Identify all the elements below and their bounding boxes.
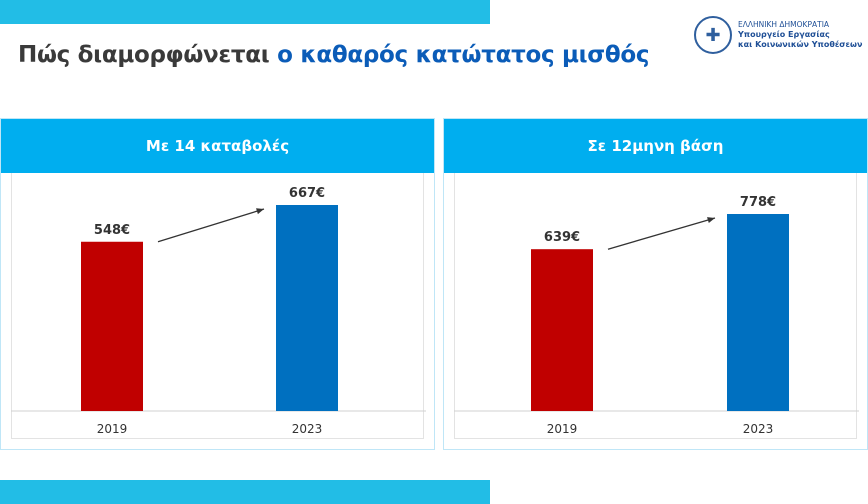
chart-panel-14-payments: Με 14 καταβολές 548€ 2019 667€ 2023 xyxy=(0,118,435,450)
growth-arrow-line xyxy=(607,217,716,250)
bar-chart: 548€ 2019 667€ 2023 xyxy=(11,186,426,436)
ministry-logo: ✚ ΕΛΛΗΝΙΚΗ ΔΗΜΟΚΡΑΤΙΑ Υπουργείο Εργασίας κ… xyxy=(694,16,862,54)
title-part1: Πώς διαμορφώνεται xyxy=(18,42,278,68)
data-label: 778€ xyxy=(740,195,776,210)
data-label: 548€ xyxy=(94,223,130,238)
coat-of-arms-icon: ✚ xyxy=(694,16,732,54)
logo-line1: ΕΛΛΗΝΙΚΗ ΔΗΜΟΚΡΑΤΙΑ xyxy=(738,20,830,29)
chart-title: Σε 12μηνη βάση xyxy=(444,119,867,173)
bar-2019 xyxy=(531,249,593,411)
bar-2023 xyxy=(276,205,338,411)
chart-panel-12-month: Σε 12μηνη βάση 639€ 2019 778€ 2023 xyxy=(443,118,868,450)
x-tick-label: 2023 xyxy=(292,422,323,436)
growth-arrow-line xyxy=(157,208,265,243)
top-accent-bar xyxy=(0,0,490,24)
data-label: 667€ xyxy=(289,186,325,201)
bar-2023 xyxy=(727,214,789,411)
chart-title: Με 14 καταβολές xyxy=(1,119,434,173)
bottom-accent-bar xyxy=(0,480,490,504)
bar-chart: 639€ 2019 778€ 2023 xyxy=(454,195,859,436)
arrow-head-icon xyxy=(256,208,264,215)
title-highlight: ο καθαρός κατώτατος μισθός xyxy=(277,42,650,68)
bar-2019 xyxy=(81,241,143,411)
x-tick-label: 2019 xyxy=(97,422,128,436)
data-label: 639€ xyxy=(544,230,580,245)
x-tick-label: 2019 xyxy=(547,422,578,436)
x-tick-label: 2023 xyxy=(743,422,774,436)
logo-line2: Υπουργείο Εργασίας xyxy=(738,30,830,39)
arrow-head-icon xyxy=(707,217,715,224)
page-title: Πώς διαμορφώνεται ο καθαρός κατώτατος μι… xyxy=(18,42,650,68)
logo-line3: και Κοινωνικών Υποθέσεων xyxy=(738,40,863,49)
